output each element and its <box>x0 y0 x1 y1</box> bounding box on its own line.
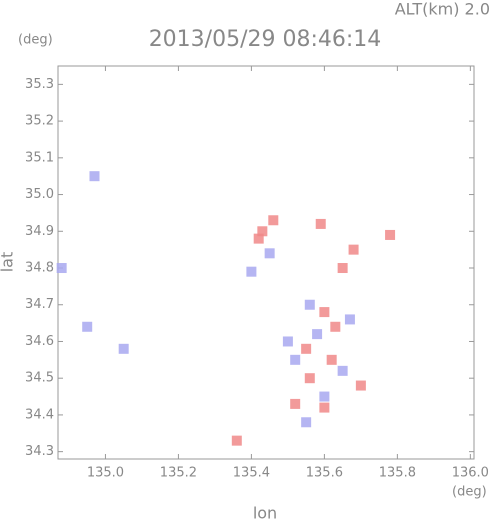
echo-patch <box>268 215 279 226</box>
altitude-label: ALT(km) 2.0 <box>395 0 490 19</box>
y-tick-label: 35.3 <box>25 77 54 92</box>
echo-patch <box>348 244 359 255</box>
x-tick-label: 135.0 <box>87 466 124 481</box>
x-unit: (deg) <box>452 485 487 500</box>
echo-patch <box>301 343 312 354</box>
echo-patch <box>89 171 100 182</box>
y-tick-label: 34.8 <box>25 261 54 276</box>
echo-patch <box>315 218 326 229</box>
y-tick-label: 35.0 <box>25 187 54 202</box>
echo-patch <box>231 435 242 446</box>
echo-patch <box>56 263 67 274</box>
y-tick-label: 34.6 <box>25 334 54 349</box>
echo-patch <box>326 354 337 365</box>
echo-patch <box>312 329 323 340</box>
y-tick-label: 34.9 <box>25 224 54 239</box>
x-tick-label: 135.2 <box>160 466 197 481</box>
x-tick-label: 135.6 <box>306 466 343 481</box>
x-tick-label: 136.0 <box>452 466 489 481</box>
echo-patch <box>290 354 301 365</box>
plot-frame <box>57 65 475 460</box>
y-tick-label: 34.4 <box>25 407 54 422</box>
echo-patch <box>304 299 315 310</box>
y-axis-label: lat <box>0 252 17 273</box>
y-unit: (deg) <box>18 33 53 48</box>
echo-patch <box>257 226 268 237</box>
x-tick-label: 135.8 <box>379 466 416 481</box>
echo-patch <box>337 365 348 376</box>
echo-patch <box>344 314 355 325</box>
echo-patch <box>290 398 301 409</box>
echo-patch <box>330 321 341 332</box>
echo-patch <box>319 307 330 318</box>
y-tick-label: 34.7 <box>25 297 54 312</box>
y-tick-label: 34.3 <box>25 444 54 459</box>
y-tick-label: 34.5 <box>25 371 54 386</box>
echo-patch <box>355 380 366 391</box>
echo-patch <box>385 229 396 240</box>
x-tick-label: 135.4 <box>233 466 270 481</box>
echo-patch <box>319 402 330 413</box>
echo-patch <box>253 233 264 244</box>
echo-patch <box>304 373 315 384</box>
chart-title: 2013/05/29 08:46:14 <box>149 27 382 52</box>
y-tick-label: 35.1 <box>25 150 54 165</box>
echo-patch <box>82 321 93 332</box>
echo-patch <box>319 391 330 402</box>
echo-patch <box>301 417 312 428</box>
echo-patch <box>264 248 275 259</box>
echo-patch <box>337 263 348 274</box>
y-tick-label: 35.2 <box>25 114 54 129</box>
echo-patch <box>246 266 257 277</box>
echo-patch <box>118 343 129 354</box>
echo-patch <box>282 336 293 347</box>
x-axis-label: lon <box>253 504 277 521</box>
